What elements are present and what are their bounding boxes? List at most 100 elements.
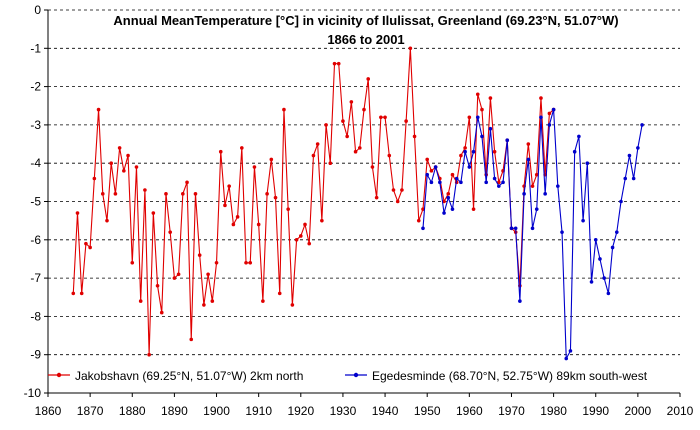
data-point (88, 245, 92, 250)
legend-marker-series-1 (353, 372, 359, 378)
data-point (134, 165, 139, 169)
y-tick-label: -2 (30, 80, 41, 94)
data-point (261, 299, 265, 303)
data-point (400, 188, 404, 192)
data-point (446, 192, 451, 196)
data-point (454, 176, 459, 181)
data-point (492, 149, 497, 154)
data-point (189, 337, 194, 342)
data-point (277, 291, 282, 296)
data-point (416, 218, 421, 223)
data-point (606, 291, 611, 296)
data-point (71, 291, 76, 296)
data-point (522, 192, 526, 196)
data-point (143, 188, 147, 192)
data-point (640, 123, 644, 127)
data-point (471, 207, 476, 211)
data-point (357, 146, 362, 150)
tick-labels: 0 -1 -2 -3 -4 -5 -6 -7 -8 -9 -10 1860 1870 1880 1890 19… (24, 3, 694, 418)
x-tick-label: 1970 (498, 404, 525, 418)
data-point (505, 138, 510, 143)
data-point (518, 299, 522, 303)
data-point (429, 180, 434, 185)
data-point (530, 226, 535, 231)
data-point (223, 203, 227, 208)
axes (44, 9, 681, 397)
data-point (126, 153, 130, 158)
y-tick-label: 0 (34, 3, 41, 17)
data-point (556, 184, 560, 188)
data-point (551, 107, 556, 112)
data-point (172, 276, 177, 280)
data-point (227, 184, 231, 188)
data-point (450, 172, 455, 177)
data-point (467, 115, 472, 120)
data-point (206, 272, 210, 277)
y-tick-label: -3 (30, 118, 41, 132)
data-point (572, 149, 577, 154)
data-point (577, 134, 581, 139)
data-point (75, 211, 80, 215)
x-tick-label: 2000 (625, 404, 652, 418)
data-point (547, 111, 552, 116)
data-point (623, 176, 628, 181)
data-point (475, 92, 480, 97)
data-point (619, 199, 623, 204)
data-point (463, 146, 467, 150)
data-point (362, 107, 366, 112)
data-point (484, 180, 488, 185)
data-point (159, 310, 164, 315)
legend-label-series-1: Egedesminde (68.70°N, 52.75°W) 89km sout… (372, 369, 648, 383)
data-point (370, 165, 375, 169)
data-point (307, 241, 312, 246)
data-point (425, 172, 430, 177)
data-point (412, 134, 417, 139)
data-point (79, 291, 84, 296)
data-point (395, 199, 400, 204)
x-tick-label: 1940 (372, 404, 399, 418)
data-point (387, 153, 392, 158)
data-point (252, 165, 257, 169)
data-point (539, 96, 543, 100)
data-point (547, 123, 552, 127)
data-point (374, 195, 379, 200)
y-tick-label: -9 (30, 348, 41, 362)
data-point (214, 260, 219, 265)
data-point (202, 303, 206, 307)
data-point (404, 119, 408, 123)
data-point (328, 161, 333, 165)
series-1 (421, 107, 644, 361)
data-point (421, 226, 425, 231)
data-point (598, 257, 602, 261)
data-point (105, 218, 109, 223)
data-point (320, 218, 324, 223)
data-point (450, 207, 455, 211)
data-point (240, 146, 244, 150)
data-point (269, 157, 274, 162)
data-point (383, 115, 387, 120)
data-point (585, 161, 590, 165)
y-tick-label: -7 (30, 271, 41, 285)
chart-title-line2: 1866 to 2001 (327, 32, 404, 47)
y-tick-label: -5 (30, 195, 41, 209)
data-point (488, 96, 493, 100)
data-point (265, 192, 269, 196)
data-point (147, 352, 151, 357)
y-tick-label: -1 (30, 41, 41, 55)
data-point (488, 126, 493, 131)
x-tick-label: 1870 (77, 404, 104, 418)
x-tick-label: 1980 (540, 404, 567, 418)
data-point (467, 165, 472, 169)
data-point (286, 207, 290, 211)
data-point (391, 188, 396, 192)
data-point (593, 238, 598, 242)
data-point (530, 184, 535, 188)
x-tick-label: 1890 (161, 404, 188, 418)
data-point (602, 276, 606, 280)
y-tick-label: -8 (30, 309, 41, 323)
data-point (273, 195, 278, 200)
data-point (151, 211, 156, 215)
legend-marker-series-0 (56, 372, 62, 378)
x-tick-label: 1920 (287, 404, 314, 418)
